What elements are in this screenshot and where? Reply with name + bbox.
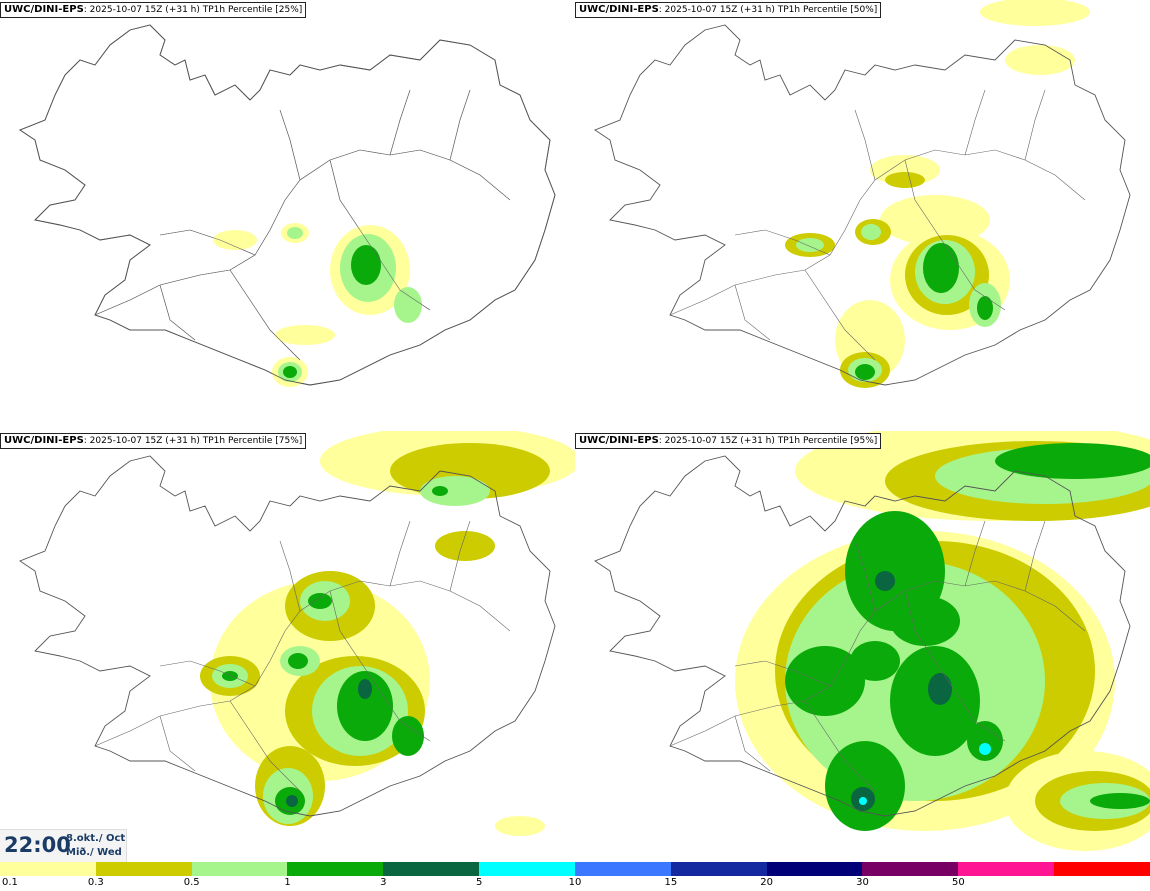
param-name: TP1h Percentile [75%] bbox=[202, 436, 303, 446]
run-info: : 2025-10-07 15Z (+31 h) bbox=[658, 436, 778, 446]
panel-title: UWC/DINI-EPS: 2025-10-07 15Z (+31 h) TP1… bbox=[0, 433, 307, 449]
colorbar-tick-label: 50 bbox=[951, 877, 965, 888]
colorbar-ticks: 0.1 0.3 0.5 1 3 5 10 15 20 30 50 bbox=[0, 877, 1150, 891]
map-panel-p50: UWC/DINI-EPS: 2025-10-07 15Z (+31 h) TP1… bbox=[575, 0, 1150, 431]
run-info: : 2025-10-07 15Z (+31 h) bbox=[83, 436, 203, 446]
map-canvas bbox=[594, 0, 1131, 388]
colorbar-tick-label: 0.1 bbox=[2, 877, 18, 888]
model-name: UWC/DINI-EPS bbox=[4, 4, 84, 15]
param-name: TP1h Percentile [25%] bbox=[202, 5, 303, 15]
panel-title: UWC/DINI-EPS: 2025-10-07 15Z (+31 h) TP1… bbox=[575, 2, 882, 18]
map-panel-p25: UWC/DINI-EPS: 2025-10-07 15Z (+31 h) TP1… bbox=[0, 0, 575, 431]
map-panel-p75: UWC/DINI-EPS: 2025-10-07 15Z (+31 h) TP1… bbox=[0, 431, 575, 862]
panel-title: UWC/DINI-EPS: 2025-10-07 15Z (+31 h) TP1… bbox=[575, 433, 882, 449]
map-canvas bbox=[19, 431, 575, 836]
colorbar-segment bbox=[1054, 862, 1150, 876]
map-canvas bbox=[19, 24, 556, 387]
colorbar-segment bbox=[0, 862, 96, 876]
valid-time-clock: 22:00 bbox=[4, 833, 71, 857]
colorbar-tick-label: 1 bbox=[284, 877, 291, 888]
colorbar-segment bbox=[479, 862, 575, 876]
run-info: : 2025-10-07 15Z (+31 h) bbox=[658, 5, 778, 15]
colorbar-tick-label: 3 bbox=[380, 877, 387, 888]
model-name: UWC/DINI-EPS bbox=[579, 4, 659, 15]
valid-time-box: 22:00 8.okt./ Oct Mið./ Wed bbox=[0, 829, 127, 862]
colorbar-tick-label: 20 bbox=[760, 877, 774, 888]
colorbar-segment bbox=[95, 862, 192, 876]
colorbar-tick-label: 15 bbox=[664, 877, 678, 888]
colorbar-segment bbox=[287, 862, 384, 876]
colorbar-segment bbox=[958, 862, 1055, 876]
param-name: TP1h Percentile [50%] bbox=[777, 5, 878, 15]
map-canvas bbox=[594, 431, 1150, 851]
colorbar-segment bbox=[383, 862, 480, 876]
precip-colorbar bbox=[0, 862, 1150, 876]
colorbar-tick-label: 5 bbox=[475, 877, 483, 888]
colorbar-tick-label: 0.3 bbox=[87, 877, 104, 888]
param-name: TP1h Percentile [95%] bbox=[777, 436, 878, 446]
colorbar-tick-label: 0.5 bbox=[183, 877, 200, 888]
map-panel-p95: UWC/DINI-EPS: 2025-10-07 15Z (+31 h) TP1… bbox=[575, 431, 1150, 862]
colorbar-segment bbox=[862, 862, 959, 876]
valid-date-line1: 8.okt./ Oct bbox=[66, 833, 126, 844]
valid-date-line2: Mið./ Wed bbox=[66, 847, 122, 858]
run-info: : 2025-10-07 15Z (+31 h) bbox=[83, 5, 203, 15]
colorbar-tick-label: 10 bbox=[568, 877, 582, 888]
colorbar-segment bbox=[574, 862, 671, 876]
panel-title: UWC/DINI-EPS: 2025-10-07 15Z (+31 h) TP1… bbox=[0, 2, 307, 18]
colorbar-segment bbox=[670, 862, 767, 876]
colorbar-tick-label: 30 bbox=[856, 877, 869, 888]
colorbar-segment bbox=[191, 862, 288, 876]
model-name: UWC/DINI-EPS bbox=[579, 435, 659, 446]
model-name: UWC/DINI-EPS bbox=[4, 435, 84, 446]
colorbar-segment bbox=[766, 862, 863, 876]
